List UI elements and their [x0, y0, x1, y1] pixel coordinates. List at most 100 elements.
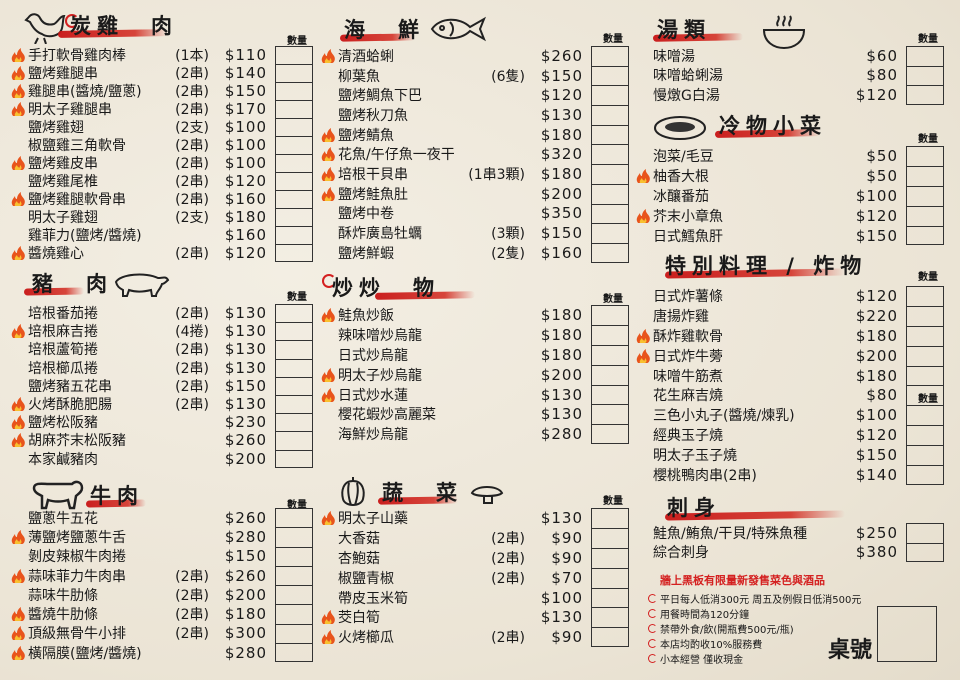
- quantity-box[interactable]: [906, 46, 944, 66]
- quantity-box[interactable]: [906, 345, 944, 366]
- table-number-box[interactable]: [877, 606, 937, 662]
- item-price: $120: [855, 286, 898, 305]
- quantity-box[interactable]: [275, 322, 313, 341]
- quantity-box[interactable]: [591, 105, 629, 125]
- section-header: 湯類: [635, 12, 944, 50]
- menu-item: 酥炸雞軟骨 $180: [635, 325, 944, 346]
- quantity-box[interactable]: [275, 82, 313, 100]
- item-list: 鹽蔥牛五花 $260 薄鹽烤鹽蔥牛舌 $280 剝皮辣椒牛肉捲 $150 蒜味菲…: [10, 508, 313, 663]
- quantity-box[interactable]: [275, 376, 313, 395]
- quantity-box[interactable]: [275, 643, 313, 663]
- quantity-box[interactable]: [275, 304, 313, 323]
- quantity-box[interactable]: [591, 627, 629, 648]
- menu-item: 醬燒牛肋條 (2串) $180: [10, 604, 313, 624]
- quantity-box[interactable]: [591, 404, 629, 425]
- quantity-box[interactable]: [906, 286, 944, 306]
- quantity-box[interactable]: [591, 144, 629, 165]
- quantity-box[interactable]: [906, 325, 944, 346]
- quantity-box[interactable]: [275, 136, 313, 154]
- quantity-box[interactable]: [906, 225, 944, 246]
- quantity-box[interactable]: [591, 527, 629, 548]
- quantity-box[interactable]: [275, 527, 313, 547]
- quantity-box[interactable]: [591, 164, 629, 184]
- quantity-box[interactable]: [591, 305, 629, 325]
- quantity-box[interactable]: [275, 340, 313, 359]
- quantity-box[interactable]: [275, 358, 313, 377]
- quantity-box[interactable]: [275, 413, 313, 432]
- quantity-box[interactable]: [275, 172, 313, 190]
- quantity-box[interactable]: [591, 124, 629, 145]
- quantity-box[interactable]: [275, 623, 313, 644]
- quantity-box[interactable]: [906, 85, 944, 105]
- item-price: $220: [855, 306, 898, 325]
- quantity-box[interactable]: [906, 305, 944, 326]
- quantity-box[interactable]: [275, 64, 313, 82]
- quantity-box[interactable]: [591, 85, 629, 106]
- quantity-box[interactable]: [275, 508, 313, 528]
- quantity-box[interactable]: [591, 324, 629, 345]
- item-price: $140: [224, 64, 267, 82]
- item-price: $130: [224, 304, 267, 323]
- quantity-box[interactable]: [275, 585, 313, 605]
- quantity-box[interactable]: [906, 425, 944, 446]
- item-price: $60: [866, 46, 898, 65]
- item-name: 辣味噌炒烏龍: [338, 327, 422, 344]
- quantity-box[interactable]: [591, 424, 629, 445]
- menu-item: 冰釀番茄 $100: [635, 185, 944, 206]
- quantity-box[interactable]: [591, 46, 629, 66]
- item-name: 日式炒水蓮: [338, 387, 408, 404]
- quantity-box[interactable]: [591, 203, 629, 224]
- section-chicken: 炭雞 肉數量 手打軟骨雞肉棒 (1本) $110 鹽烤雞腿串 (2串) $140…: [10, 8, 313, 262]
- quantity-box[interactable]: [906, 365, 944, 386]
- item-list: 泡菜/毛豆 $50 柚香大根 $50 冰釀番茄 $100 芥末小章魚 $120 …: [635, 146, 944, 246]
- quantity-box[interactable]: [275, 394, 313, 414]
- item-unit: (2串): [175, 360, 209, 377]
- quantity-box[interactable]: [591, 223, 629, 243]
- quantity-label: 數量: [918, 134, 938, 145]
- quantity-box[interactable]: [906, 405, 944, 426]
- quantity-box[interactable]: [591, 587, 629, 608]
- quantity-box[interactable]: [591, 344, 629, 365]
- quantity-box[interactable]: [906, 465, 944, 485]
- quantity-box[interactable]: [275, 244, 313, 262]
- quantity-box[interactable]: [906, 185, 944, 206]
- quantity-box[interactable]: [275, 154, 313, 172]
- quantity-box[interactable]: [275, 190, 313, 208]
- quantity-box[interactable]: [906, 165, 944, 186]
- item-price: $50: [866, 166, 898, 185]
- menu-item: 日式鱈魚肝 $150: [635, 225, 944, 246]
- quantity-box[interactable]: [591, 364, 629, 385]
- quantity-box[interactable]: [906, 385, 944, 406]
- quantity-box[interactable]: [591, 567, 629, 588]
- quantity-box[interactable]: [275, 431, 313, 450]
- quantity-box[interactable]: [591, 242, 629, 263]
- quantity-box[interactable]: [275, 546, 313, 566]
- quantity-box[interactable]: [275, 208, 313, 226]
- quantity-box[interactable]: [906, 65, 944, 85]
- quantity-box[interactable]: [906, 205, 944, 226]
- quantity-box[interactable]: [591, 183, 629, 204]
- quantity-box[interactable]: [591, 384, 629, 405]
- quantity-box[interactable]: [906, 523, 944, 543]
- item-name: 鹽烤鯛魚下巴: [338, 88, 422, 105]
- quantity-box[interactable]: [275, 118, 313, 136]
- spacer: [320, 590, 338, 606]
- quantity-box[interactable]: [275, 604, 313, 624]
- quantity-box[interactable]: [275, 46, 313, 64]
- item-price: $80: [866, 66, 898, 85]
- quantity-box[interactable]: [591, 607, 629, 628]
- quantity-box[interactable]: [275, 100, 313, 118]
- quantity-box[interactable]: [906, 542, 944, 562]
- quantity-label: 數量: [287, 36, 307, 47]
- quantity-box[interactable]: [275, 226, 313, 244]
- quantity-box[interactable]: [275, 565, 313, 586]
- quantity-box[interactable]: [906, 445, 944, 466]
- item-price: $90: [551, 548, 583, 567]
- quantity-box[interactable]: [906, 146, 944, 166]
- quantity-box[interactable]: [591, 65, 629, 86]
- section-title: 炭雞 肉: [70, 14, 178, 38]
- quantity-box[interactable]: [275, 449, 313, 468]
- menu-item: 茭白筍 $130: [320, 607, 629, 628]
- quantity-box[interactable]: [591, 547, 629, 568]
- quantity-box[interactable]: [591, 508, 629, 528]
